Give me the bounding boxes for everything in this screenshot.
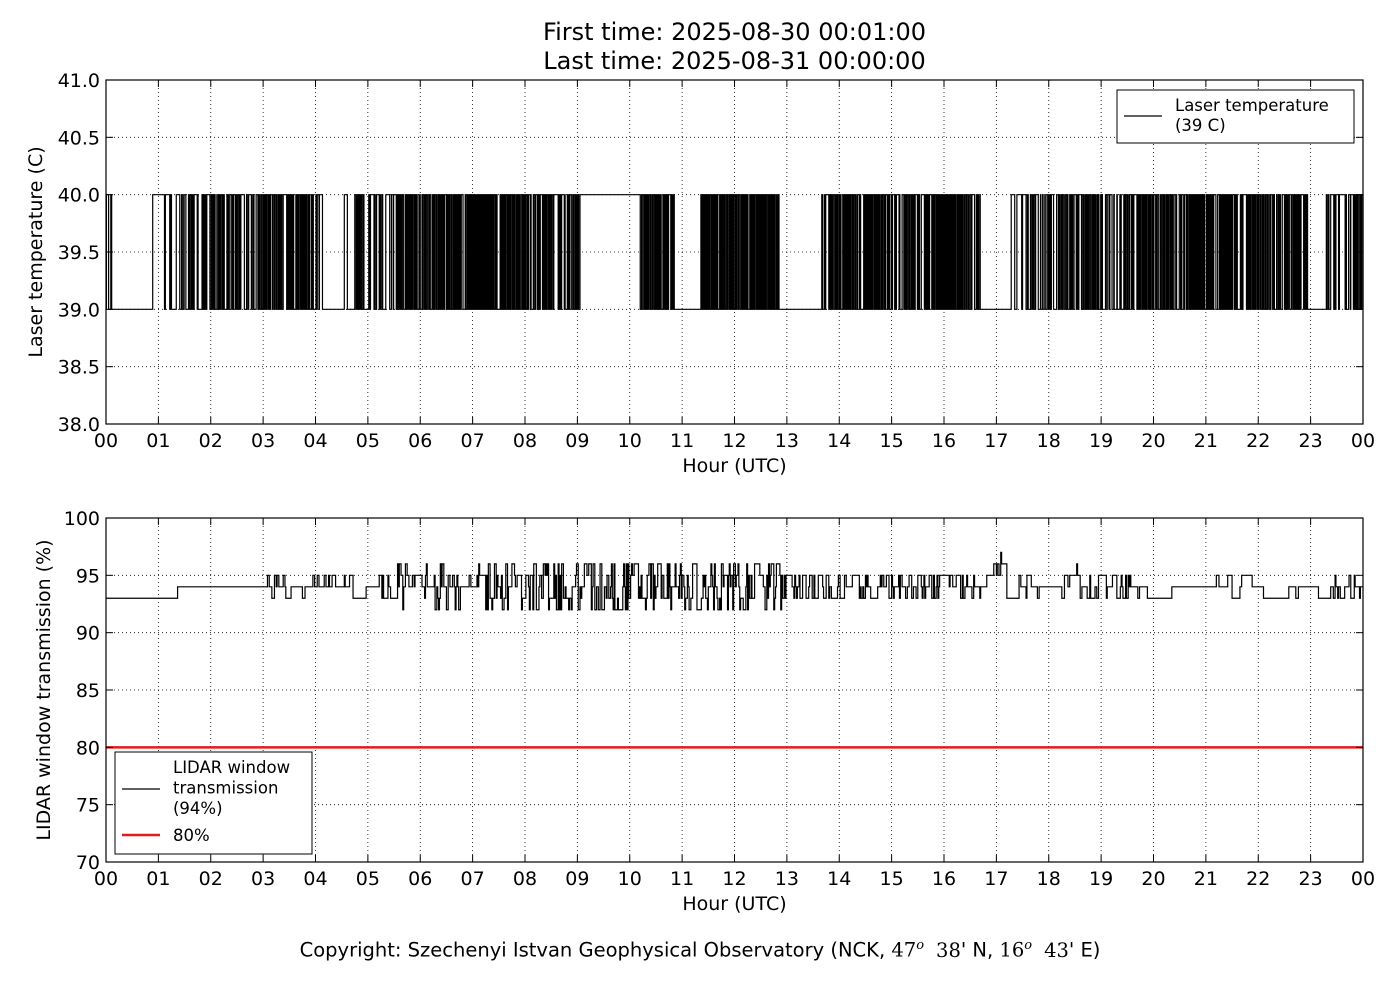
x-tick-label: 18: [1037, 430, 1061, 452]
x-tick-label: 09: [565, 868, 589, 890]
x-tick-label: 14: [827, 868, 851, 890]
x-tick-label: 12: [722, 430, 746, 452]
lon-value: 16: [999, 938, 1025, 962]
x-tick-label: 15: [880, 868, 904, 890]
x-tick-label: 08: [513, 868, 537, 890]
copyright-prefix: Copyright: Szechenyi Istvan Geophysical …: [299, 938, 892, 962]
x-tick-label: 03: [251, 430, 275, 452]
y-tick-label: 75: [76, 795, 100, 817]
series-line: [105, 194, 1364, 310]
y-tick-label: 41.0: [58, 70, 100, 92]
y-tick-label: 40.0: [58, 185, 100, 207]
x-tick-label: 19: [1089, 868, 1113, 890]
x-tick-label: 04: [303, 430, 327, 452]
x-axis-label: Hour (UTC): [682, 893, 786, 915]
x-tick-label: 00: [94, 868, 118, 890]
x-tick-label: 04: [303, 868, 327, 890]
x-tick-label: 03: [251, 868, 275, 890]
title-line-first: First time: 2025-08-30 00:01:00: [543, 18, 926, 46]
chart-title: First time: 2025-08-30 00:01:00 Last tim…: [106, 18, 1363, 76]
y-tick-label: 38.0: [58, 414, 100, 436]
y-tick-label: 39.5: [58, 242, 100, 264]
x-axis-label: Hour (UTC): [682, 455, 786, 477]
x-tick-label: 05: [356, 868, 380, 890]
x-tick-label: 12: [722, 868, 746, 890]
x-tick-label: 07: [461, 430, 485, 452]
x-tick-label: 23: [1299, 430, 1323, 452]
lidar-transmission-panel: 00 01 02 03 04 05 06 07 08 09 10 11 12 13 14 15 16 17 18 19…: [33, 508, 1375, 915]
y-tick-label: 70: [76, 852, 100, 874]
copyright-notice: Copyright: Szechenyi Istvan Geophysical …: [0, 938, 1400, 962]
laser-temperature-panel: 00 01 02 03 04 05 06 07 08 09 10 11 12 13 14 15 16 17 18 19…: [25, 70, 1375, 477]
legend: LIDAR window transmission(94%) 80%: [114, 751, 313, 855]
lat-minutes: 38: [936, 938, 961, 962]
legend-label-threshold: 80%: [173, 826, 210, 845]
x-tick-label: 06: [408, 868, 432, 890]
y-tick-label: 100: [64, 508, 100, 530]
lat-value: 47: [891, 938, 917, 962]
y-tick-label: 80: [76, 737, 100, 759]
legend-label-laser: (39 C): [1175, 116, 1226, 135]
x-tick-label: 20: [1141, 868, 1165, 890]
x-tick-label: 01: [146, 868, 170, 890]
lon-degree-mark: o: [1024, 938, 1033, 953]
x-tick-label: 17: [984, 430, 1008, 452]
x-tick-label: 10: [618, 868, 642, 890]
x-tick-label: 09: [565, 430, 589, 452]
lat-suffix: ' N,: [960, 938, 1000, 962]
x-tick-label: 22: [1246, 430, 1270, 452]
legend-label-transmission: LIDAR window: [173, 758, 290, 777]
lat-degree-mark: o: [916, 938, 925, 953]
x-tick-label: 02: [199, 868, 223, 890]
x-tick-label: 11: [670, 868, 694, 890]
y-tick-label: 95: [76, 565, 100, 587]
series-line: [106, 551, 1363, 611]
legend: Laser temperature(39 C): [1116, 89, 1355, 144]
x-tick-label: 08: [513, 430, 537, 452]
x-tick-label: 21: [1194, 430, 1218, 452]
title-line-last: Last time: 2025-08-31 00:00:00: [543, 47, 926, 75]
x-tick-label: 21: [1194, 868, 1218, 890]
x-tick-label: 10: [618, 430, 642, 452]
x-tick-label: 02: [199, 430, 223, 452]
y-tick-label: 85: [76, 680, 100, 702]
legend-label-transmission: transmission: [173, 779, 278, 798]
x-tick-label: 00: [1351, 430, 1375, 452]
x-tick-label: 14: [827, 430, 851, 452]
x-tick-label: 00: [94, 430, 118, 452]
y-tick-label: 90: [76, 623, 100, 645]
y-axis-label: Laser temperature (C): [25, 146, 47, 357]
x-tick-label: 22: [1246, 868, 1270, 890]
x-tick-label: 00: [1351, 868, 1375, 890]
y-axis-label: LIDAR window transmission (%): [33, 539, 55, 840]
x-tick-label: 23: [1299, 868, 1323, 890]
lon-minutes: 43: [1044, 938, 1069, 962]
x-tick-label: 15: [880, 430, 904, 452]
x-tick-label: 18: [1037, 868, 1061, 890]
x-tick-label: 17: [984, 868, 1008, 890]
x-tick-label: 19: [1089, 430, 1113, 452]
x-tick-label: 13: [775, 868, 799, 890]
x-tick-label: 05: [356, 430, 380, 452]
y-tick-label: 40.5: [58, 127, 100, 149]
legend-label-transmission: (94%): [173, 799, 223, 818]
x-tick-label: 06: [408, 430, 432, 452]
legend-box: [114, 751, 313, 855]
legend-label-laser: Laser temperature: [1175, 96, 1329, 115]
x-tick-label: 11: [670, 430, 694, 452]
y-tick-label: 39.0: [58, 299, 100, 321]
x-tick-label: 16: [932, 430, 956, 452]
y-tick-label: 38.5: [58, 357, 100, 379]
x-tick-label: 01: [146, 430, 170, 452]
x-tick-label: 13: [775, 430, 799, 452]
x-tick-label: 16: [932, 868, 956, 890]
x-tick-label: 07: [461, 868, 485, 890]
x-tick-label: 20: [1141, 430, 1165, 452]
lon-suffix: ' E): [1068, 938, 1101, 962]
